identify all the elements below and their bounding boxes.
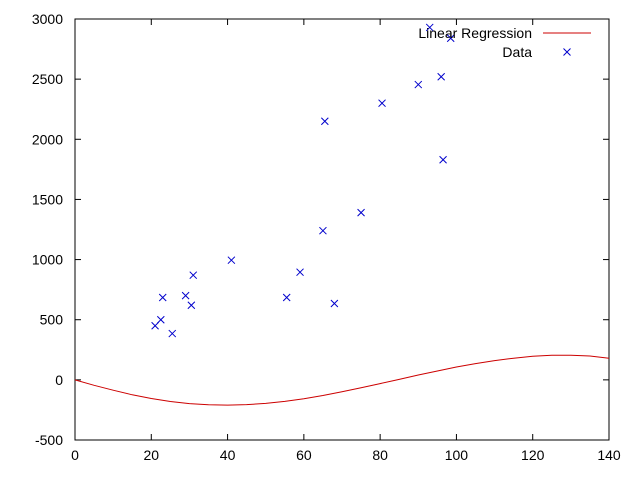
y-tick-label: -500 <box>35 432 63 448</box>
y-tick-label: 1000 <box>32 252 63 268</box>
y-tick-label: 1500 <box>32 191 63 207</box>
x-tick-label: 80 <box>372 447 388 463</box>
data-point <box>414 80 423 89</box>
data-point <box>282 293 291 302</box>
x-tick-label: 0 <box>71 447 79 463</box>
series-layer <box>74 23 610 406</box>
x-tick-label: 120 <box>521 447 545 463</box>
y-tick-label: 3000 <box>32 11 63 27</box>
data-point <box>330 299 339 308</box>
x-tick-label: 140 <box>597 447 621 463</box>
plot-frame <box>74 18 610 441</box>
legend-label: Data <box>502 44 532 60</box>
data-point <box>439 155 447 164</box>
data-point <box>227 256 236 265</box>
legend: Linear Regression Data <box>418 25 591 60</box>
y-axis-ticks: -500 0 500 1000 1500 2000 2500 3000 <box>32 11 609 448</box>
regression-line <box>74 354 610 406</box>
data-point <box>181 291 190 300</box>
data-point <box>357 208 365 217</box>
data-point <box>320 117 329 126</box>
x-tick-label: 40 <box>220 447 236 463</box>
data-point <box>189 271 198 280</box>
data-point <box>296 268 304 277</box>
data-point <box>425 23 434 32</box>
data-point <box>158 293 167 302</box>
plot-border <box>74 18 610 441</box>
x-tick-label: 60 <box>296 447 312 463</box>
legend-label: Linear Regression <box>418 25 532 41</box>
x-tick-label: 100 <box>445 447 469 463</box>
data-point <box>168 329 177 338</box>
y-tick-label: 2000 <box>32 131 63 147</box>
y-tick-label: 500 <box>40 312 64 328</box>
data-point <box>156 315 165 324</box>
data-point <box>446 34 455 43</box>
data-point <box>319 226 327 235</box>
y-tick-label: 2500 <box>32 71 63 87</box>
data-point <box>437 72 446 81</box>
x-tick-label: 20 <box>143 447 159 463</box>
legend-marker-sample <box>563 48 571 56</box>
data-point <box>151 321 159 330</box>
data-points <box>151 23 455 338</box>
data-point <box>378 99 386 108</box>
y-tick-label: 0 <box>55 372 63 388</box>
data-point <box>187 301 196 310</box>
x-axis-ticks: 0 20 40 60 80 100 120 140 <box>71 19 621 463</box>
